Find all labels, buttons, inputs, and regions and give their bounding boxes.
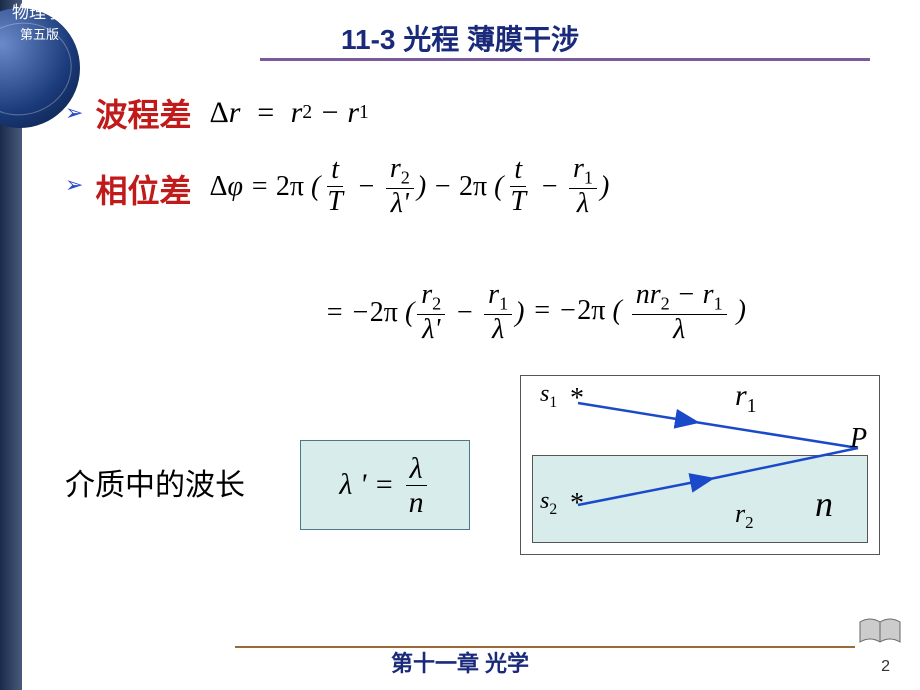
s2-label: s2 [540, 488, 557, 519]
s2-marker: * [570, 488, 584, 520]
formula-phase-diff-2: = −2π ( r2λ' − r1λ ) = −2π ( nr2 − r1λ ) [325, 280, 746, 345]
formula-path-diff: Δ r = r2 − r1 [209, 96, 368, 130]
page-number: 2 [881, 658, 890, 676]
footer-chapter: 第十一章 光学 [0, 646, 920, 678]
title-underline [260, 58, 870, 61]
page-title: 11-3 光程 薄膜干涉 [0, 18, 920, 58]
formula-phase-diff: Δφ = 2π ( tT − r2λ' ) − 2π ( tT − r1λ ) [209, 154, 609, 219]
ray-diagram: s1 * s2 * r1 r2 P n [520, 375, 880, 555]
bullet-phase-difference: ➢ 相位差 Δφ = 2π ( tT − r2λ' ) − 2π ( tT − … [65, 154, 895, 219]
book-icon [858, 616, 902, 646]
n-label: n [815, 483, 833, 525]
p-label: P [850, 423, 867, 455]
wavelength-formula: λ ' = λn [339, 452, 430, 519]
s1-label: s1 [540, 381, 557, 412]
bullet-label-1: 波程差 [95, 90, 191, 136]
bullet-label-2: 相位差 [95, 166, 191, 212]
bullet-path-difference: ➢ 波程差 Δ r = r2 − r1 [65, 90, 895, 136]
r2-label: r2 [735, 499, 754, 533]
edition-label: 第五版 [20, 24, 59, 43]
r1-label: r1 [735, 379, 756, 418]
wavelength-formula-box: λ ' = λn [300, 440, 470, 530]
s1-marker: * [570, 383, 584, 415]
content-area: ➢ 波程差 Δ r = r2 − r1 ➢ 相位差 Δφ = 2π ( tT −… [65, 90, 895, 237]
wavelength-label: 介质中的波长 [65, 460, 245, 504]
subject-label: 物理学 [12, 3, 63, 23]
bullet-arrow-icon: ➢ [65, 172, 83, 198]
